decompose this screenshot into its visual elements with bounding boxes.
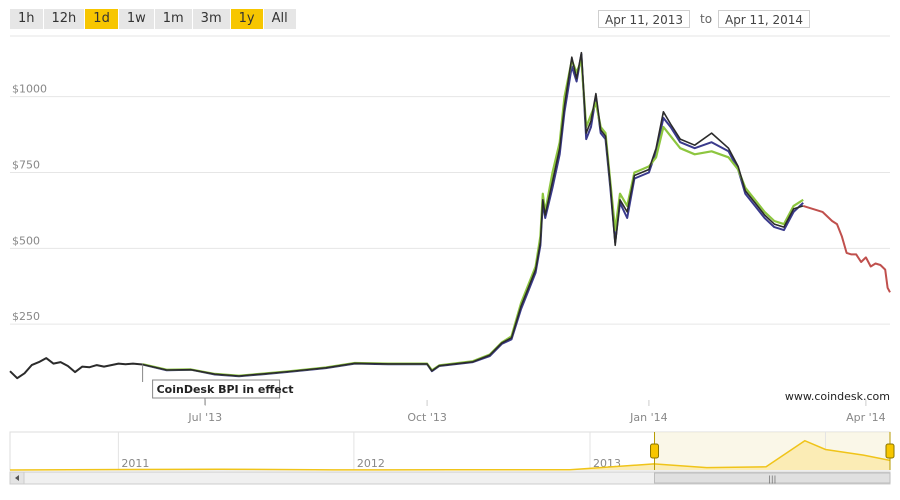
annotation-box	[152, 379, 281, 399]
range-button-3m[interactable]: 3m	[192, 9, 230, 29]
navigator-year-label: 2012	[357, 457, 385, 470]
y-axis: $250 $500 $750 $1000	[12, 83, 47, 323]
range-button-1d[interactable]: 1d	[85, 9, 118, 29]
x-tick-label: Jan '14	[629, 411, 667, 424]
navigator-line	[9, 439, 891, 471]
scrollbar[interactable]: |||	[9, 471, 891, 485]
y-tick-label: $750	[12, 159, 40, 172]
from-date-input[interactable]: Apr 11, 2013	[598, 10, 690, 28]
time-range-selector: 1h 12h 1d 1w 1m 3m 1y All	[10, 9, 296, 29]
range-button-1h[interactable]: 1h	[10, 9, 43, 29]
range-button-1w[interactable]: 1w	[118, 9, 154, 29]
series-line-pre-bpi	[9, 357, 143, 380]
range-button-1m[interactable]: 1m	[154, 9, 192, 29]
y-tick-label: $250	[12, 310, 40, 323]
x-tick-label: Oct '13	[407, 411, 447, 424]
navigator-year-label: 2011	[121, 457, 149, 470]
navigator[interactable]: 2011201220132014	[9, 431, 895, 471]
annotation-label: CoinDesk BPI in effect	[157, 383, 294, 396]
series-lines	[9, 51, 891, 380]
navigator-area	[10, 440, 890, 470]
grid	[10, 35, 890, 325]
credit-label: www.coindesk.com	[785, 390, 890, 403]
to-date-input[interactable]: Apr 11, 2014	[718, 10, 810, 28]
range-button-12h[interactable]: 12h	[43, 9, 85, 29]
series-line-recent-red	[802, 204, 891, 293]
x-axis: Jul '13 Oct '13 Jan '14 Apr '14	[187, 400, 886, 424]
scrollbar-grip: |||	[768, 475, 776, 484]
y-tick-label: $1000	[12, 83, 47, 96]
navigator-handle-right[interactable]	[885, 432, 895, 470]
scroll-left-button[interactable]	[9, 471, 25, 485]
series-line-dark-overlay	[142, 51, 804, 377]
y-tick-label: $500	[12, 234, 40, 247]
bpi-annotation: CoinDesk BPI in effect	[142, 364, 294, 405]
scrollbar-thumb[interactable]: |||	[654, 472, 891, 484]
series-line-blue	[142, 53, 804, 378]
series-line-green	[142, 59, 804, 377]
to-label: to	[700, 12, 713, 26]
navigator-handle-left[interactable]	[650, 432, 660, 470]
x-tick-label: Jul '13	[187, 411, 222, 424]
range-button-all[interactable]: All	[263, 9, 296, 29]
range-button-1y[interactable]: 1y	[230, 9, 263, 29]
x-tick-label: Apr '14	[846, 411, 886, 424]
